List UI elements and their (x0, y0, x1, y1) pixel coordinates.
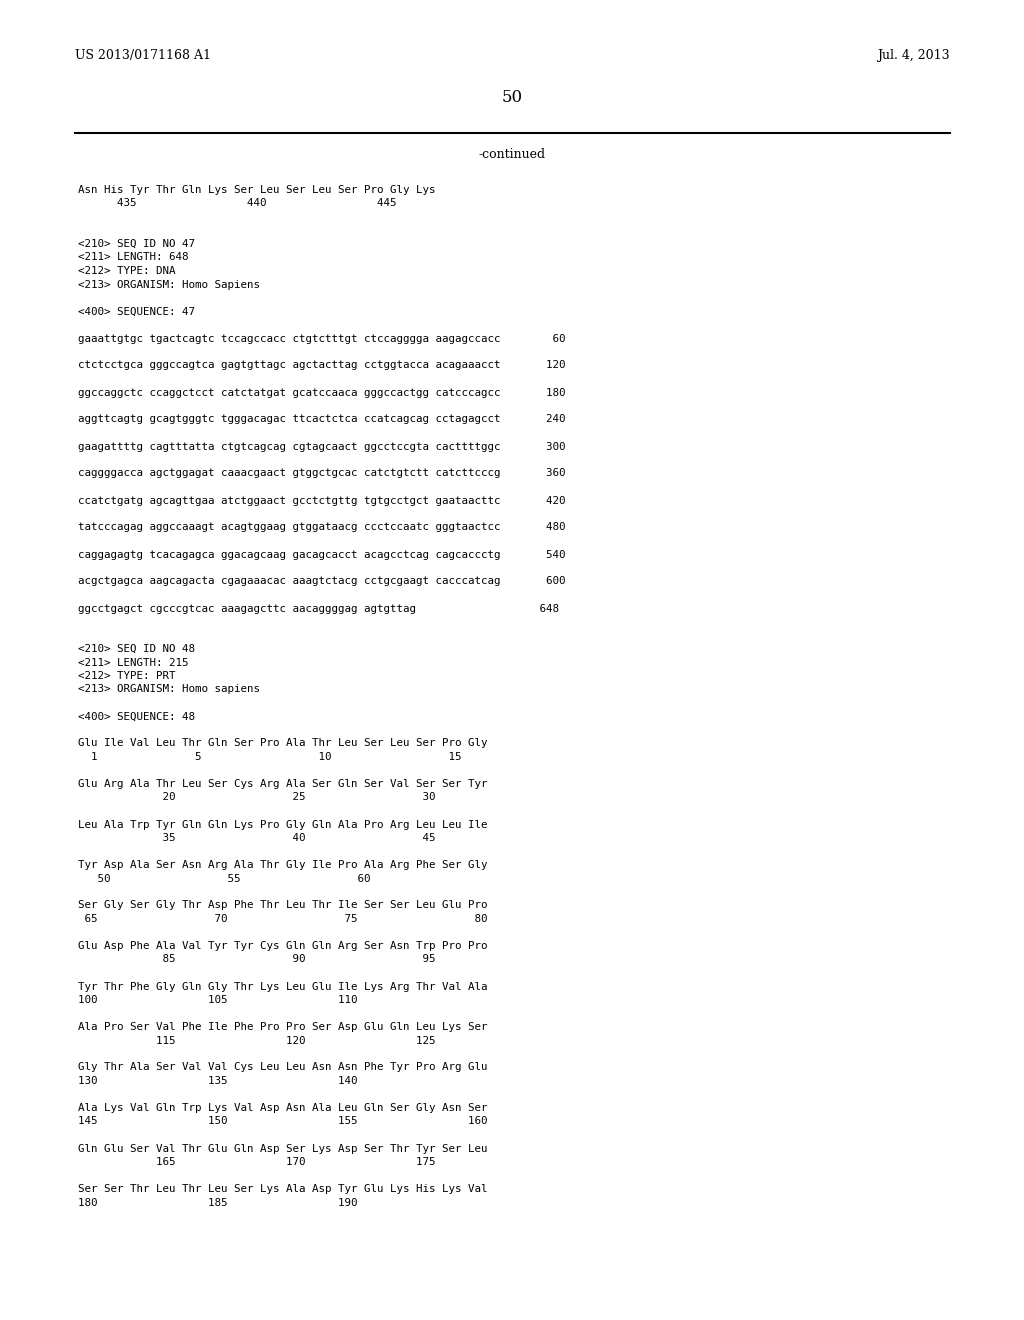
Text: 165                 170                 175: 165 170 175 (78, 1158, 435, 1167)
Text: <210> SEQ ID NO 47: <210> SEQ ID NO 47 (78, 239, 195, 249)
Text: ggccaggctc ccaggctcct catctatgat gcatccaaca gggccactgg catcccagcc       180: ggccaggctc ccaggctcct catctatgat gcatcca… (78, 388, 565, 397)
Text: Tyr Asp Ala Ser Asn Arg Ala Thr Gly Ile Pro Ala Arg Phe Ser Gly: Tyr Asp Ala Ser Asn Arg Ala Thr Gly Ile … (78, 861, 487, 870)
Text: Ser Gly Ser Gly Thr Asp Phe Thr Leu Thr Ile Ser Ser Leu Glu Pro: Ser Gly Ser Gly Thr Asp Phe Thr Leu Thr … (78, 900, 487, 911)
Text: Leu Ala Trp Tyr Gln Gln Lys Pro Gly Gln Ala Pro Arg Leu Leu Ile: Leu Ala Trp Tyr Gln Gln Lys Pro Gly Gln … (78, 820, 487, 829)
Text: gaaattgtgc tgactcagtc tccagccacc ctgtctttgt ctccagggga aagagccacc        60: gaaattgtgc tgactcagtc tccagccacc ctgtctt… (78, 334, 565, 343)
Text: -continued: -continued (478, 149, 546, 161)
Text: aggttcagtg gcagtgggtc tgggacagac ttcactctca ccatcagcag cctagagcct       240: aggttcagtg gcagtgggtc tgggacagac ttcactc… (78, 414, 565, 425)
Text: 50                  55                  60: 50 55 60 (78, 874, 371, 883)
Text: 1               5                  10                  15: 1 5 10 15 (78, 752, 462, 762)
Text: US 2013/0171168 A1: US 2013/0171168 A1 (75, 49, 211, 62)
Text: Tyr Thr Phe Gly Gln Gly Thr Lys Leu Glu Ile Lys Arg Thr Val Ala: Tyr Thr Phe Gly Gln Gly Thr Lys Leu Glu … (78, 982, 487, 991)
Text: <400> SEQUENCE: 47: <400> SEQUENCE: 47 (78, 306, 195, 317)
Text: Ser Ser Thr Leu Thr Leu Ser Lys Ala Asp Tyr Glu Lys His Lys Val: Ser Ser Thr Leu Thr Leu Ser Lys Ala Asp … (78, 1184, 487, 1195)
Text: <211> LENGTH: 215: <211> LENGTH: 215 (78, 657, 188, 668)
Text: 35                  40                  45: 35 40 45 (78, 833, 435, 843)
Text: ccatctgatg agcagttgaa atctggaact gcctctgttg tgtgcctgct gaataacttc       420: ccatctgatg agcagttgaa atctggaact gcctctg… (78, 495, 565, 506)
Text: Asn His Tyr Thr Gln Lys Ser Leu Ser Leu Ser Pro Gly Lys: Asn His Tyr Thr Gln Lys Ser Leu Ser Leu … (78, 185, 435, 195)
Text: ggcctgagct cgcccgtcac aaagagcttc aacaggggag agtgttag                   648: ggcctgagct cgcccgtcac aaagagcttc aacaggg… (78, 603, 559, 614)
Text: 130                 135                 140: 130 135 140 (78, 1076, 357, 1086)
Text: caggagagtg tcacagagca ggacagcaag gacagcacct acagcctcag cagcaccctg       540: caggagagtg tcacagagca ggacagcaag gacagca… (78, 549, 565, 560)
Text: ctctcctgca gggccagtca gagtgttagc agctacttag cctggtacca acagaaacct       120: ctctcctgca gggccagtca gagtgttagc agctact… (78, 360, 565, 371)
Text: 180                 185                 190: 180 185 190 (78, 1197, 357, 1208)
Text: gaagattttg cagtttatta ctgtcagcag cgtagcaact ggcctccgta cacttttggc       300: gaagattttg cagtttatta ctgtcagcag cgtagca… (78, 441, 565, 451)
Text: <400> SEQUENCE: 48: <400> SEQUENCE: 48 (78, 711, 195, 722)
Text: Ala Lys Val Gln Trp Lys Val Asp Asn Ala Leu Gln Ser Gly Asn Ser: Ala Lys Val Gln Trp Lys Val Asp Asn Ala … (78, 1104, 487, 1113)
Text: <212> TYPE: PRT: <212> TYPE: PRT (78, 671, 175, 681)
Text: 115                 120                 125: 115 120 125 (78, 1035, 435, 1045)
Text: Gly Thr Ala Ser Val Val Cys Leu Leu Asn Asn Phe Tyr Pro Arg Glu: Gly Thr Ala Ser Val Val Cys Leu Leu Asn … (78, 1063, 487, 1072)
Text: <210> SEQ ID NO 48: <210> SEQ ID NO 48 (78, 644, 195, 653)
Text: Glu Ile Val Leu Thr Gln Ser Pro Ala Thr Leu Ser Leu Ser Pro Gly: Glu Ile Val Leu Thr Gln Ser Pro Ala Thr … (78, 738, 487, 748)
Text: caggggacca agctggagat caaacgaact gtggctgcac catctgtctt catcttcccg       360: caggggacca agctggagat caaacgaact gtggctg… (78, 469, 565, 479)
Text: 85                  90                  95: 85 90 95 (78, 954, 435, 965)
Text: acgctgagca aagcagacta cgagaaacac aaagtctacg cctgcgaagt cacccatcag       600: acgctgagca aagcagacta cgagaaacac aaagtct… (78, 577, 565, 586)
Text: Glu Arg Ala Thr Leu Ser Cys Arg Ala Ser Gln Ser Val Ser Ser Tyr: Glu Arg Ala Thr Leu Ser Cys Arg Ala Ser … (78, 779, 487, 789)
Text: Ala Pro Ser Val Phe Ile Phe Pro Pro Ser Asp Glu Gln Leu Lys Ser: Ala Pro Ser Val Phe Ile Phe Pro Pro Ser … (78, 1022, 487, 1032)
Text: <212> TYPE: DNA: <212> TYPE: DNA (78, 267, 175, 276)
Text: <213> ORGANISM: Homo sapiens: <213> ORGANISM: Homo sapiens (78, 685, 260, 694)
Text: 435                 440                 445: 435 440 445 (78, 198, 396, 209)
Text: 20                  25                  30: 20 25 30 (78, 792, 435, 803)
Text: 65                  70                  75                  80: 65 70 75 80 (78, 913, 487, 924)
Text: 145                 150                 155                 160: 145 150 155 160 (78, 1117, 487, 1126)
Text: 100                 105                 110: 100 105 110 (78, 995, 357, 1005)
Text: Gln Glu Ser Val Thr Glu Gln Asp Ser Lys Asp Ser Thr Tyr Ser Leu: Gln Glu Ser Val Thr Glu Gln Asp Ser Lys … (78, 1143, 487, 1154)
Text: <213> ORGANISM: Homo Sapiens: <213> ORGANISM: Homo Sapiens (78, 280, 260, 289)
Text: Jul. 4, 2013: Jul. 4, 2013 (878, 49, 950, 62)
Text: tatcccagag aggccaaagt acagtggaag gtggataacg ccctccaatc gggtaactcc       480: tatcccagag aggccaaagt acagtggaag gtggata… (78, 523, 565, 532)
Text: Glu Asp Phe Ala Val Tyr Tyr Cys Gln Gln Arg Ser Asn Trp Pro Pro: Glu Asp Phe Ala Val Tyr Tyr Cys Gln Gln … (78, 941, 487, 950)
Text: <211> LENGTH: 648: <211> LENGTH: 648 (78, 252, 188, 263)
Text: 50: 50 (502, 90, 522, 107)
